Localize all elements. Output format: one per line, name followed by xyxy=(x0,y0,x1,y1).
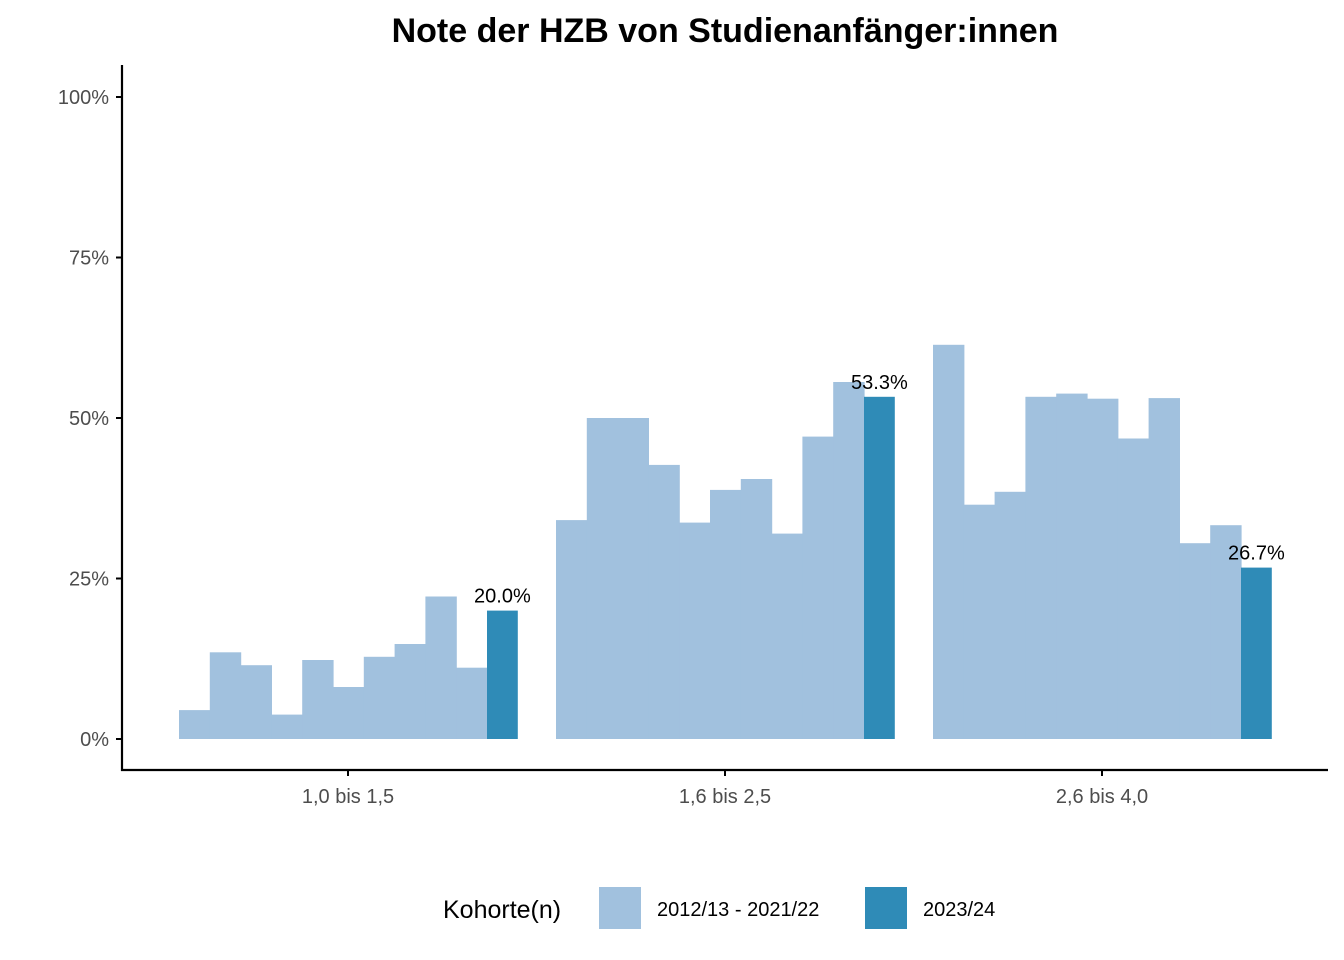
y-tick-label: 100% xyxy=(58,87,109,109)
bar-history xyxy=(394,644,426,739)
legend-swatch-history xyxy=(599,887,641,929)
bar-history xyxy=(833,382,865,739)
bar-history xyxy=(1056,393,1088,739)
bar-history xyxy=(586,418,619,739)
bar-history xyxy=(679,522,711,739)
bar-history xyxy=(740,479,773,739)
legend: Kohorte(n) 2012/13 - 2021/22 2023/24 xyxy=(443,887,995,929)
bar-history xyxy=(302,660,334,739)
bar-history xyxy=(994,491,1026,739)
bar-history xyxy=(933,344,965,739)
bar-history xyxy=(1179,543,1211,739)
bar-history xyxy=(179,710,211,739)
y-tick-label: 75% xyxy=(69,248,109,270)
bar-history xyxy=(1087,398,1119,739)
data-label: 53.3% xyxy=(851,372,908,394)
y-axis: 0% 25% 50% 75% 100% xyxy=(58,65,124,771)
bar-history xyxy=(556,520,588,739)
legend-title: Kohorte(n) xyxy=(443,896,561,924)
bar-history xyxy=(363,656,396,739)
bar-current xyxy=(1241,567,1272,739)
legend-label-history: 2012/13 - 2021/22 xyxy=(657,899,819,921)
data-label: 20.0% xyxy=(474,586,531,608)
legend-label-current: 2023/24 xyxy=(923,899,995,921)
y-tick-label: 0% xyxy=(80,729,109,751)
bar-current xyxy=(864,396,895,739)
bar-history xyxy=(1117,438,1150,739)
chart-title: Note der HZB von Studienanfänger:innen xyxy=(392,12,1059,50)
bar-history xyxy=(648,464,680,739)
bar-history xyxy=(771,533,803,739)
bar-history xyxy=(1025,396,1057,739)
bar-history xyxy=(209,652,242,739)
data-label: 26.7% xyxy=(1228,543,1285,565)
x-tick-label: 1,0 bis 1,5 xyxy=(302,786,394,808)
bar-history xyxy=(1148,398,1180,739)
x-tick-label: 1,6 bis 2,5 xyxy=(679,786,771,808)
bar-history xyxy=(617,418,649,739)
bar-history xyxy=(710,489,742,739)
y-tick-label: 25% xyxy=(69,569,109,591)
x-axis: 1,0 bis 1,5 1,6 bis 2,5 2,6 bis 4,0 xyxy=(121,768,1328,808)
bar-history xyxy=(963,504,996,739)
bar-history xyxy=(240,665,272,739)
data-labels-layer: 20.0% 53.3% 26.7% xyxy=(474,372,1285,608)
legend-swatch-current xyxy=(865,887,907,929)
bar-history xyxy=(271,714,303,739)
y-tick-label: 50% xyxy=(69,408,109,430)
x-tick-label: 2,6 bis 4,0 xyxy=(1056,786,1148,808)
bar-history xyxy=(425,596,457,739)
bar-current xyxy=(487,610,518,739)
bar-history xyxy=(456,667,488,739)
bar-history xyxy=(333,687,365,739)
bar-history xyxy=(1210,525,1242,739)
bars-layer xyxy=(179,344,1272,739)
bar-history xyxy=(802,436,834,739)
